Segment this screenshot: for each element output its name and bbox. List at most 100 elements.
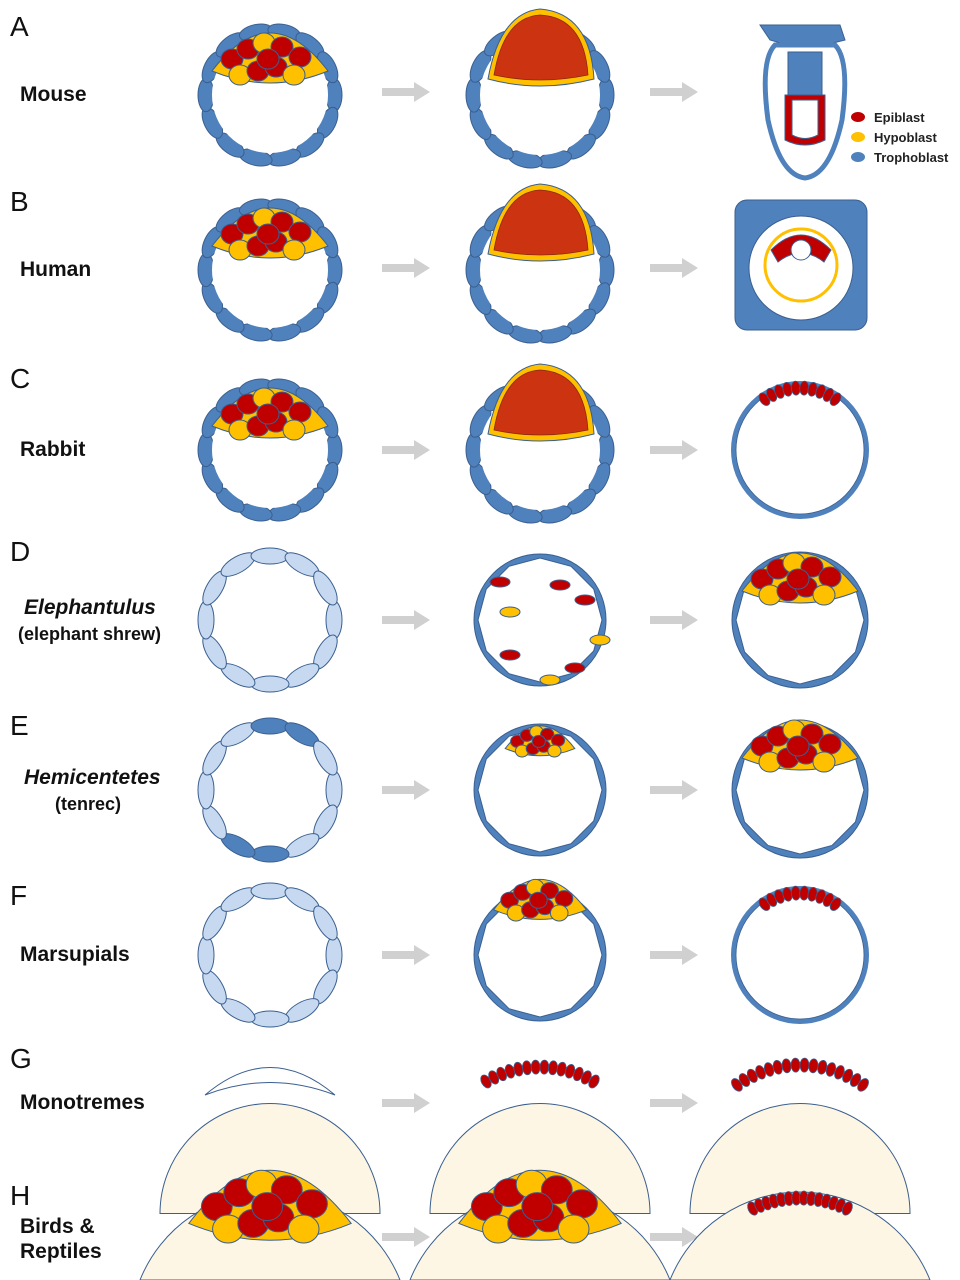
proamniotic-cavity [791,99,819,139]
transition-arrow [650,440,698,460]
blastomere [325,770,343,810]
trophoblast-layer [731,381,869,519]
early-blastocyst [197,882,343,1028]
blastomere [250,547,290,565]
hypoblast-cell [282,64,306,86]
epiblast-cell [296,1189,328,1219]
epiblast-cell [786,568,810,590]
blastomere [250,717,290,735]
amniotic-cavity [790,239,812,261]
epiblast-cell [288,46,312,68]
epiblast-mass [493,369,589,436]
blastomere [250,882,290,900]
panel-letter: A [10,11,29,42]
epiblast-layer [758,885,842,911]
transition-arrow [382,610,430,630]
epiblast-cell [549,579,571,591]
hypoblast-cell [282,419,306,441]
legend-label-epiblast: Epiblast [874,110,925,125]
hypoblast-cell [547,744,562,758]
transition-arrow [650,82,698,102]
blastomere [250,1010,290,1028]
blastomere [250,845,290,863]
trophoblast-cell [197,77,215,113]
panel-letter: E [10,710,29,741]
epiblast-cell [808,1058,819,1074]
species-name: Mouse [20,83,87,106]
species-name: Hemicentetes [24,766,161,789]
species-name: Rabbit [20,438,85,461]
epiblast-mass [493,14,589,81]
epiblast-cell [540,1175,573,1205]
epiblast-cell [256,403,280,425]
transition-arrow [382,258,430,278]
transition-arrow [382,1227,430,1247]
blastomere [197,935,215,975]
hypoblast-cell [499,606,521,618]
epiblast-cell [790,1057,801,1073]
epiblast-cell [531,734,546,748]
epiblast-cell [857,1078,869,1092]
transition-arrow [382,1093,430,1113]
hypoblast-cell [282,239,306,261]
trophoblast-cell [325,432,343,468]
hypoblast-cell [539,674,561,686]
species-name: Monotremes [20,1091,145,1114]
epiblast-cell [829,392,842,406]
trophoblast-cell [465,77,483,113]
panel-letter: C [10,363,30,394]
yolk [429,1103,651,1214]
transition-arrow [650,945,698,965]
legend-label-hypoblast: Hypoblast [874,130,938,145]
inner-cell-mass [487,183,595,262]
trophoblast-cell [325,77,343,113]
epiblast-cell [270,1175,303,1205]
species-subtitle: Reptiles [20,1240,102,1263]
trophoblast-cell [197,432,215,468]
epiblast-cell [781,1058,792,1074]
epiblast-mass [493,189,589,256]
trophoblast-layer [731,886,869,1024]
epiblast-cell [499,649,521,661]
epiblast-cell [288,401,312,423]
epiblast-cell [574,594,596,606]
blastomere [313,740,338,776]
transition-arrow [650,1093,698,1113]
epiblast-cell [530,1059,541,1075]
species-name: Birds & [20,1215,95,1238]
legend-swatch-epiblast [851,112,865,122]
blastomere [313,905,338,941]
blastocoel [735,890,865,1020]
epiblast-layer [758,380,842,406]
inner-cell-mass [504,725,576,758]
transition-arrow [650,610,698,630]
trophoblast-ring [197,378,343,522]
blastocoel [477,727,603,853]
panel-letter: F [10,880,27,911]
early-blastocyst [197,547,343,693]
epiblast-cell [566,1189,598,1219]
epiblast-cell [841,1201,853,1216]
epiblast-layer [747,1190,853,1216]
trophoblast-cell [597,432,615,468]
embryo-drawings [139,8,931,1280]
panel-labels: A Mouse B Human C Rabbit D Elephantulus (elephan… [10,11,161,1263]
epiblast-cell [256,48,280,70]
inner-cell-mass [211,32,329,86]
egg-cylinder [759,24,848,181]
epiblast-cell [522,1060,532,1076]
epiblast-cell [818,566,842,588]
species-subtitle: (tenrec) [55,794,121,814]
panel-label-c: C Rabbit [10,363,85,461]
trophoblast-ring [197,23,343,167]
hypoblast-cell [812,751,836,773]
epiblast-cell [829,897,842,911]
legend: Epiblast Hypoblast Trophoblast [851,110,949,165]
species-name: Marsupials [20,943,130,966]
blastodisc [204,1067,336,1096]
inner-cell-mass [487,8,595,87]
inner-cell-mass [487,363,595,442]
blastomere [197,770,215,810]
species-name: Human [20,258,91,281]
